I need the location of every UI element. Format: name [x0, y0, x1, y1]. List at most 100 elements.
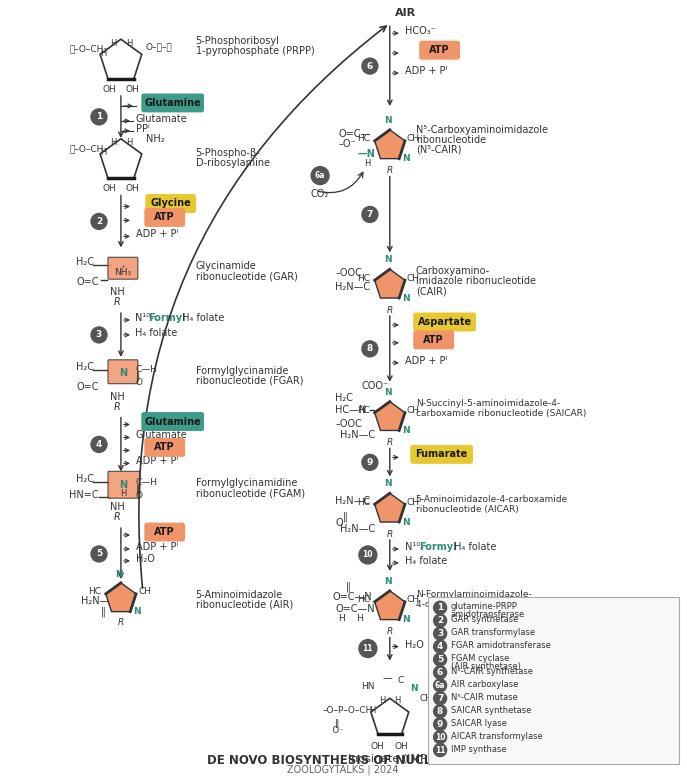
Text: glutamine-PRPP: glutamine-PRPP — [451, 602, 517, 612]
Text: OH: OH — [371, 741, 385, 751]
Text: ribonucleotide (AICAR): ribonucleotide (AICAR) — [416, 505, 519, 513]
Text: AIR: AIR — [395, 9, 416, 19]
Text: O=C—: O=C— — [338, 129, 370, 138]
Text: ADP + Pᴵ: ADP + Pᴵ — [405, 66, 447, 76]
Text: H: H — [126, 39, 132, 47]
FancyBboxPatch shape — [428, 597, 679, 764]
Text: H₂O: H₂O — [136, 554, 155, 564]
Circle shape — [362, 454, 378, 471]
Text: N⁵-Carboxyaminoimidazole: N⁵-Carboxyaminoimidazole — [416, 124, 548, 135]
Text: NH₂: NH₂ — [146, 134, 164, 144]
Text: ‖: ‖ — [343, 512, 348, 522]
Text: N: N — [402, 615, 409, 624]
Circle shape — [433, 679, 447, 692]
Text: Formyl: Formyl — [148, 313, 185, 323]
Polygon shape — [374, 591, 405, 619]
Text: R: R — [387, 166, 393, 175]
Text: PPᴵ: PPᴵ — [136, 124, 150, 134]
Text: CH: CH — [407, 135, 420, 143]
Text: Glutamate: Glutamate — [136, 430, 188, 440]
Text: R: R — [387, 306, 393, 314]
Text: H: H — [110, 39, 116, 47]
Text: ⁺: ⁺ — [121, 264, 125, 273]
Text: SAICAR synthetase: SAICAR synthetase — [451, 706, 531, 715]
Text: H: H — [110, 138, 116, 147]
Text: N: N — [384, 387, 392, 397]
Text: ADP + Pᴵ: ADP + Pᴵ — [136, 457, 178, 466]
Circle shape — [433, 627, 447, 640]
Text: 9: 9 — [437, 720, 443, 729]
Text: ‖: ‖ — [346, 582, 350, 592]
Text: R: R — [117, 619, 124, 627]
Text: N¹⁰-: N¹⁰- — [405, 542, 423, 552]
Text: NH: NH — [109, 391, 124, 401]
FancyBboxPatch shape — [142, 412, 204, 431]
Polygon shape — [371, 699, 409, 734]
Text: 6: 6 — [367, 61, 373, 71]
Text: Carboxyamino-: Carboxyamino- — [416, 266, 490, 276]
Circle shape — [91, 213, 107, 230]
Text: 5-Phospho-β-: 5-Phospho-β- — [196, 148, 260, 158]
Text: H: H — [120, 489, 126, 498]
Circle shape — [433, 640, 447, 653]
Text: (N⁵-CAIR): (N⁵-CAIR) — [416, 145, 461, 155]
Text: ‖: ‖ — [101, 606, 106, 617]
Text: H: H — [126, 138, 132, 147]
FancyBboxPatch shape — [108, 471, 140, 498]
Text: Inosinate (IMP): Inosinate (IMP) — [348, 753, 431, 763]
Polygon shape — [100, 39, 142, 79]
Text: Glutamine: Glutamine — [144, 98, 201, 108]
Text: 5-Aminoimidazole: 5-Aminoimidazole — [196, 590, 283, 600]
Text: N: N — [384, 255, 392, 265]
Text: ‖: ‖ — [136, 485, 140, 494]
Text: 1-pyrophosphate (PRPP): 1-pyrophosphate (PRPP) — [196, 46, 315, 56]
Circle shape — [433, 614, 447, 627]
Circle shape — [362, 341, 378, 357]
Text: N: N — [119, 368, 127, 378]
Text: 5: 5 — [437, 655, 443, 664]
Text: D-ribosylamine: D-ribosylamine — [196, 158, 270, 168]
Text: C: C — [398, 676, 404, 685]
Text: HC: HC — [357, 274, 370, 282]
Text: R: R — [387, 627, 393, 636]
Text: (CAIR): (CAIR) — [416, 286, 447, 296]
Text: N⁵-CAIR mutase: N⁵-CAIR mutase — [451, 693, 517, 702]
Circle shape — [362, 58, 378, 74]
Text: HN=C: HN=C — [69, 490, 99, 500]
Polygon shape — [374, 269, 405, 298]
Text: ATP: ATP — [155, 212, 175, 223]
Text: AICAR transformylase: AICAR transformylase — [451, 731, 542, 741]
Circle shape — [91, 109, 107, 124]
Text: 4: 4 — [437, 642, 443, 651]
FancyBboxPatch shape — [108, 359, 138, 384]
Text: GAR synthetase: GAR synthetase — [451, 615, 518, 624]
Polygon shape — [106, 583, 136, 612]
Text: 8: 8 — [437, 706, 443, 716]
Text: HC: HC — [357, 135, 370, 143]
Text: 1: 1 — [437, 603, 443, 612]
FancyBboxPatch shape — [146, 194, 196, 213]
Text: 6a: 6a — [315, 171, 326, 180]
Text: CH: CH — [407, 595, 420, 605]
Text: 3: 3 — [437, 629, 443, 638]
Circle shape — [91, 436, 107, 452]
Text: N: N — [384, 576, 392, 586]
Text: ribonucleotide: ribonucleotide — [416, 135, 486, 145]
Polygon shape — [374, 401, 405, 430]
Text: ADP + Pᴵ: ADP + Pᴵ — [136, 230, 178, 240]
Text: carboxamide ribonucleotide (SAICAR): carboxamide ribonucleotide (SAICAR) — [416, 409, 586, 418]
Text: 1: 1 — [96, 112, 102, 121]
Circle shape — [433, 666, 447, 679]
Text: Glutamate: Glutamate — [136, 114, 188, 124]
Text: ‖: ‖ — [136, 372, 140, 381]
Text: C—H: C—H — [136, 478, 158, 487]
Text: H₂N—C: H₂N—C — [340, 430, 375, 440]
Text: 2: 2 — [96, 217, 102, 226]
Text: N: N — [402, 517, 409, 527]
Text: H₄ folate: H₄ folate — [179, 313, 224, 323]
Text: R: R — [113, 297, 120, 307]
Text: H₂C: H₂C — [76, 362, 94, 372]
FancyBboxPatch shape — [413, 331, 454, 349]
Text: OH: OH — [126, 85, 139, 93]
Text: N-Formylaminoimidazole-: N-Formylaminoimidazole- — [416, 591, 532, 599]
